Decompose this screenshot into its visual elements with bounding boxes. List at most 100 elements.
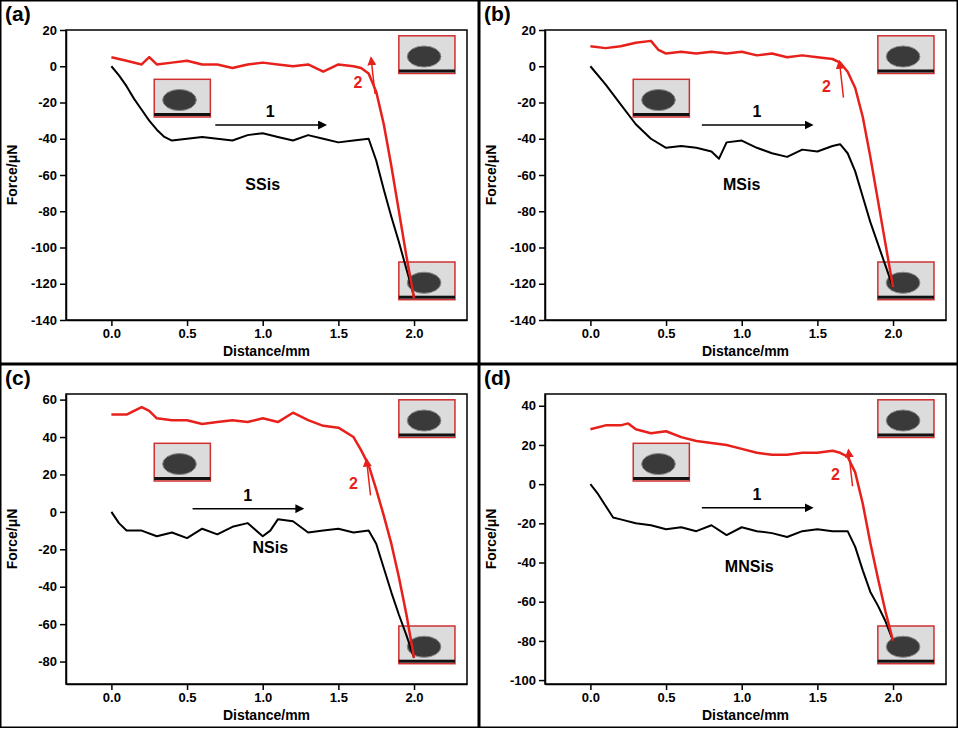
y-tick: -60 — [517, 168, 545, 183]
x-tick-label: 0.0 — [103, 326, 121, 341]
x-tick: 0.0 — [103, 320, 121, 341]
y-tick-mark — [539, 30, 545, 32]
y-tick: -80 — [517, 634, 545, 649]
x-axis-title: Distance/mm — [223, 707, 310, 723]
y-tick-mark — [539, 211, 545, 213]
y-tick-label: -60 — [38, 168, 57, 183]
y-tick-mark — [60, 399, 66, 401]
x-tick: 0.5 — [179, 320, 197, 341]
inset-surface — [878, 434, 934, 437]
force-curve — [590, 484, 893, 641]
x-tick-label: 0.5 — [179, 690, 197, 705]
y-tick-mark — [539, 523, 545, 525]
x-axis-title: Distance/mm — [702, 707, 789, 723]
insets — [154, 400, 455, 664]
inset-drop — [642, 89, 676, 110]
photo-inset — [399, 626, 455, 664]
y-tick-mark — [539, 139, 545, 141]
x-tick-mark — [893, 684, 895, 690]
force-curve — [590, 423, 893, 640]
x-axis-line — [67, 684, 468, 686]
x-tick: 1.0 — [733, 684, 751, 705]
x-axis-title: Distance/mm — [223, 343, 310, 359]
y-tick: 20 — [522, 438, 545, 453]
x-tick-label: 0.5 — [658, 690, 676, 705]
inset-frame — [878, 626, 934, 664]
y-axis-title: Force/μN — [4, 145, 20, 206]
x-tick-label: 1.0 — [733, 690, 751, 705]
y-tick-label: 0 — [529, 477, 536, 492]
panel-border — [1, 365, 479, 728]
y-tick: 0 — [529, 477, 545, 492]
inset-frame — [878, 400, 934, 438]
y-tick-label: 0 — [529, 59, 536, 74]
inset-drop — [642, 453, 676, 474]
x-tick-mark — [262, 684, 264, 690]
y-tick-label: -80 — [517, 204, 536, 219]
x-tick-mark — [111, 320, 113, 326]
x-tick-mark — [741, 684, 743, 690]
x-tick-mark — [817, 684, 819, 690]
y-tick: 0 — [50, 59, 66, 74]
panel: 0.00.51.01.52.0-140-120-100-80-60-40-200… — [1, 1, 479, 364]
y-tick-mark — [60, 437, 66, 439]
y-tick: 40 — [43, 430, 66, 445]
y-tick-label: -80 — [517, 634, 536, 649]
inset-frame — [154, 79, 210, 117]
x-tick-label: 0.5 — [658, 326, 676, 341]
inset-frame — [399, 626, 455, 664]
x-axis: 0.00.51.01.52.0 — [546, 320, 947, 341]
y-tick: -140 — [510, 313, 545, 328]
y-tick-mark — [60, 102, 66, 104]
inset-surface — [878, 660, 934, 663]
x-tick-mark — [187, 320, 189, 326]
y-tick: 0 — [529, 59, 545, 74]
annotation-arrow — [193, 508, 303, 510]
x-tick: 0.5 — [179, 684, 197, 705]
y-tick-label: 40 — [43, 430, 57, 445]
plot: 0.00.51.01.52.0-100-80-60-40-2002040 — [510, 394, 947, 705]
marks — [590, 423, 893, 640]
y-tick-mark — [60, 30, 66, 32]
x-tick-mark — [817, 320, 819, 326]
annotation-arrow — [702, 124, 812, 126]
annotation: 2 — [354, 74, 363, 91]
x-tick-mark — [187, 684, 189, 690]
x-axis: 0.00.51.01.52.0 — [67, 320, 468, 341]
x-tick: 2.0 — [884, 320, 902, 341]
y-tick: -40 — [38, 579, 66, 594]
marks — [111, 57, 414, 298]
photo-inset — [878, 36, 934, 74]
inset-surface — [399, 296, 455, 299]
y-tick-label: -40 — [38, 579, 57, 594]
x-tick-mark — [666, 684, 668, 690]
y-tick: -80 — [38, 204, 66, 219]
y-tick-label: -60 — [517, 594, 536, 609]
annotation: 1 — [752, 486, 761, 503]
force-curve — [111, 66, 414, 296]
annotation: SSis — [245, 176, 280, 193]
inset-frame — [633, 443, 689, 481]
x-tick: 0.0 — [582, 320, 600, 341]
y-axis-title: Force/μN — [483, 509, 499, 570]
inset-frame — [399, 36, 455, 74]
y-tick-label: -120 — [31, 276, 57, 291]
annotation: 1 — [752, 103, 761, 120]
panel-border — [480, 365, 958, 728]
annotation: 1 — [266, 103, 275, 120]
panel-letter: (a) — [5, 2, 31, 25]
y-tick: -20 — [517, 95, 545, 110]
x-tick: 0.5 — [658, 320, 676, 341]
y-tick: -140 — [31, 313, 66, 328]
y-tick: 60 — [43, 392, 66, 407]
panel-letter: (b) — [484, 2, 511, 25]
photo-inset — [154, 79, 210, 117]
photo-inset — [154, 443, 210, 481]
x-axis-line — [546, 320, 947, 322]
inset-frame — [154, 443, 210, 481]
y-tick: -100 — [510, 240, 545, 255]
x-tick-label: 1.0 — [254, 690, 272, 705]
x-tick-mark — [414, 684, 416, 690]
x-tick: 2.0 — [405, 320, 423, 341]
panel-border — [480, 1, 958, 364]
